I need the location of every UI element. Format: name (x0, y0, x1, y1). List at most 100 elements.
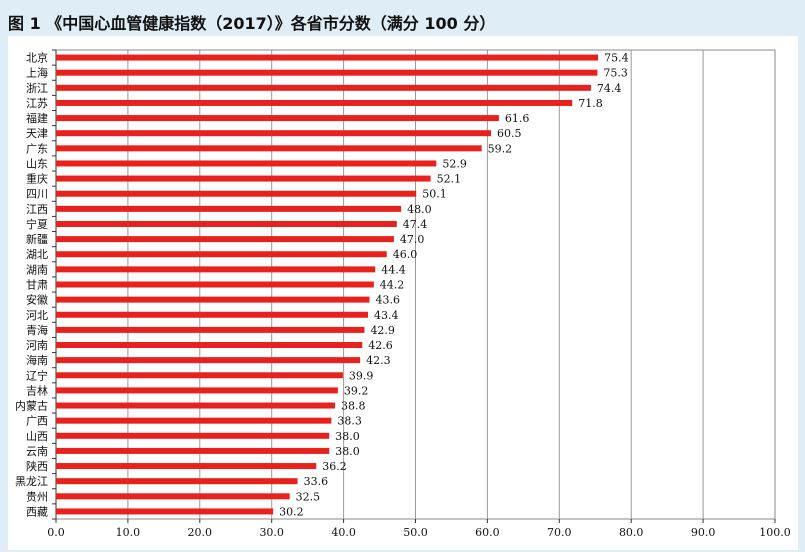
category-label: 山东 (26, 157, 48, 170)
bar (56, 251, 387, 258)
value-label: 52.9 (442, 157, 467, 170)
x-tick-label: 60.0 (475, 526, 500, 539)
x-tick-label: 30.0 (259, 526, 284, 539)
x-tick-label: 70.0 (547, 526, 572, 539)
bar (56, 175, 431, 182)
x-tick-label: 80.0 (619, 526, 644, 539)
bar (56, 99, 573, 106)
value-label: 47.0 (400, 233, 425, 246)
bar (56, 357, 361, 364)
category-label: 海南 (26, 353, 48, 367)
bar (56, 115, 499, 122)
category-label: 湖北 (26, 248, 48, 261)
category-label: 上海 (26, 66, 48, 80)
x-tick-label: 10.0 (116, 526, 141, 539)
category-label: 广东 (26, 142, 48, 155)
category-label: 浙江 (26, 82, 48, 95)
category-label: 甘肃 (26, 279, 48, 292)
bar (56, 387, 338, 394)
bar (56, 326, 365, 333)
x-tick-label: 50.0 (403, 526, 428, 539)
value-label: 52.1 (437, 173, 462, 186)
category-label: 云南 (26, 445, 48, 458)
value-label: 42.3 (366, 354, 391, 367)
value-label: 38.8 (341, 400, 366, 413)
category-label: 江西 (26, 203, 48, 216)
bar (56, 463, 317, 470)
category-label: 河南 (26, 339, 48, 352)
category-label: 内蒙古 (15, 399, 48, 413)
x-tick-label: 90.0 (691, 526, 716, 539)
bar (56, 54, 599, 61)
value-label: 48.0 (407, 203, 432, 216)
bar (56, 296, 370, 303)
value-label: 33.6 (304, 475, 329, 488)
bar (56, 402, 335, 409)
bar (56, 281, 374, 288)
bar (56, 220, 397, 227)
value-label: 39.2 (344, 384, 369, 397)
bar (56, 447, 330, 454)
bar (56, 145, 482, 152)
chart-title: 图 1 《中国心血管健康指数（2017）》各省市分数（满分 100 分） (8, 14, 496, 33)
category-label: 西藏 (26, 505, 48, 518)
x-tick-label: 0.0 (47, 526, 65, 539)
bar (56, 508, 274, 515)
category-label: 河北 (26, 309, 48, 322)
category-label: 安徽 (26, 293, 48, 307)
value-label: 32.5 (296, 490, 321, 503)
category-label: 广西 (26, 415, 48, 428)
value-label: 75.3 (603, 67, 628, 80)
category-label: 宁夏 (26, 217, 48, 231)
value-label: 44.2 (380, 279, 405, 292)
value-label: 75.4 (604, 52, 629, 65)
category-label: 江苏 (26, 97, 48, 110)
category-label: 青海 (26, 323, 48, 337)
category-label: 吉林 (26, 383, 48, 397)
category-label: 新疆 (26, 232, 48, 246)
value-label: 60.5 (497, 127, 522, 140)
bar (56, 84, 591, 91)
value-label: 38.0 (335, 445, 360, 458)
bar (56, 236, 394, 243)
category-label: 陕西 (26, 459, 48, 473)
category-label: 北京 (26, 51, 48, 65)
value-label: 42.9 (370, 324, 395, 337)
category-label: 重庆 (26, 172, 48, 186)
category-label: 黑龙江 (15, 475, 48, 488)
x-tick-label: 40.0 (331, 526, 356, 539)
category-label: 山西 (26, 430, 48, 443)
value-label: 47.4 (403, 218, 428, 231)
value-label: 46.0 (393, 248, 418, 261)
bar (56, 372, 343, 379)
value-label: 39.9 (349, 369, 374, 382)
value-label: 43.4 (374, 309, 399, 322)
bar (56, 160, 437, 167)
value-label: 61.6 (505, 112, 530, 125)
bar (56, 493, 290, 500)
value-label: 59.2 (488, 142, 513, 155)
value-label: 30.2 (279, 505, 304, 518)
value-label: 74.4 (597, 82, 622, 95)
bar (56, 342, 363, 349)
bar (56, 266, 376, 273)
category-label: 贵州 (26, 490, 48, 503)
value-label: 38.0 (335, 430, 360, 443)
category-label: 湖南 (26, 263, 48, 276)
value-label: 71.8 (578, 97, 603, 110)
x-tick-label: 20.0 (188, 526, 213, 539)
category-label: 四川 (26, 188, 48, 201)
category-label: 福建 (26, 111, 48, 125)
category-label: 天津 (26, 127, 48, 140)
bar (56, 205, 402, 212)
bar (56, 311, 369, 318)
value-label: 36.2 (322, 460, 347, 473)
bar (56, 478, 298, 485)
value-label: 43.6 (375, 294, 400, 307)
bar (56, 432, 330, 439)
value-label: 44.4 (381, 263, 406, 276)
category-label: 辽宁 (26, 368, 48, 382)
value-label: 50.1 (422, 188, 447, 201)
bar (56, 69, 598, 76)
